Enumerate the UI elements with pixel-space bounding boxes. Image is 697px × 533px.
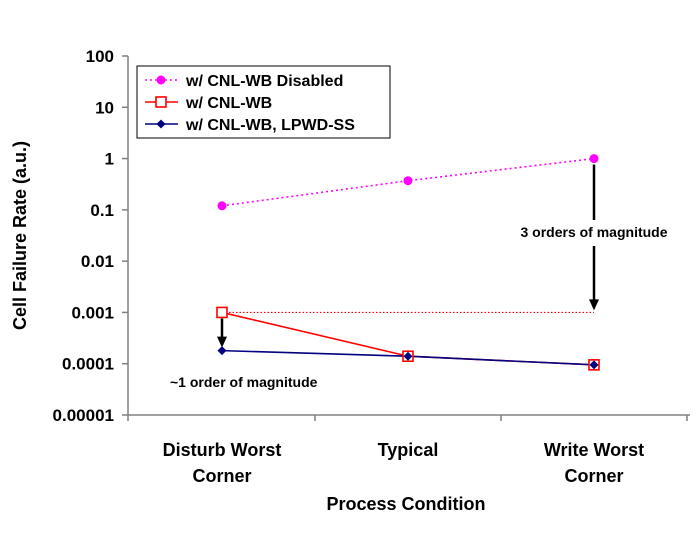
annotation-label: ~1 order of magnitude <box>170 374 318 390</box>
x-tick-label-line: Corner <box>564 466 623 486</box>
annotation-layer: 3 orders of magnitude ~1 order of magnitu… <box>170 164 668 390</box>
legend-label: w/ CNL-WB, LPWD-SS <box>185 117 355 134</box>
x-tick-label-line: Typical <box>378 440 439 460</box>
axes: 0.00001 0.0001 0.001 0.01 0.1 1 10 100 Disturb W… <box>10 47 690 514</box>
y-tick-label: 0.1 <box>90 201 114 220</box>
series-layer <box>216 154 600 371</box>
legend-marker-2 <box>156 119 166 129</box>
y-tick-label: 0.001 <box>71 303 114 322</box>
y-tick-label: 1 <box>105 150 114 169</box>
x-tick-label-line: Corner <box>192 466 251 486</box>
annotation-arrow-small <box>217 318 227 348</box>
x-axis-title: Process Condition <box>326 494 485 514</box>
y-tick-label: 100 <box>86 47 114 66</box>
arrow-head <box>217 336 227 348</box>
y-axis-title: Cell Failure Rate (a.u.) <box>10 141 30 330</box>
series-point-0 <box>589 154 599 164</box>
arrow-head <box>589 299 599 311</box>
legend-marker-1 <box>155 96 167 108</box>
legend-label: w/ CNL-WB <box>185 95 272 112</box>
annotation-label: 3 orders of magnitude <box>520 224 667 240</box>
legend-label: w/ CNL-WB Disabled <box>185 73 343 90</box>
x-tick-label: Write Worst Corner <box>544 440 644 486</box>
x-tick-label: Disturb Worst Corner <box>163 440 282 486</box>
series-point-1 <box>216 306 228 319</box>
x-tick-label: Typical <box>378 440 439 460</box>
y-tick-label: 0.01 <box>81 252 114 271</box>
series-point-2 <box>589 360 599 370</box>
series-point-2 <box>403 351 413 361</box>
x-tick-label-line: Disturb Worst <box>163 440 282 460</box>
series-point-0 <box>403 176 413 186</box>
legend: w/ CNL-WB Disabled w/ CNL-WB w/ CNL-WB, LP… <box>136 65 391 139</box>
y-tick-label: 0.0001 <box>62 355 114 374</box>
legend-box <box>136 65 391 139</box>
legend-marker-0 <box>156 75 166 85</box>
x-tick-label-line: Write Worst <box>544 440 644 460</box>
y-tick-label: 0.00001 <box>53 406 114 425</box>
annotation-arrow-lower <box>589 246 599 311</box>
y-tick-label: 10 <box>95 98 114 117</box>
series-point-0 <box>217 201 227 211</box>
series-point-2 <box>217 346 227 356</box>
